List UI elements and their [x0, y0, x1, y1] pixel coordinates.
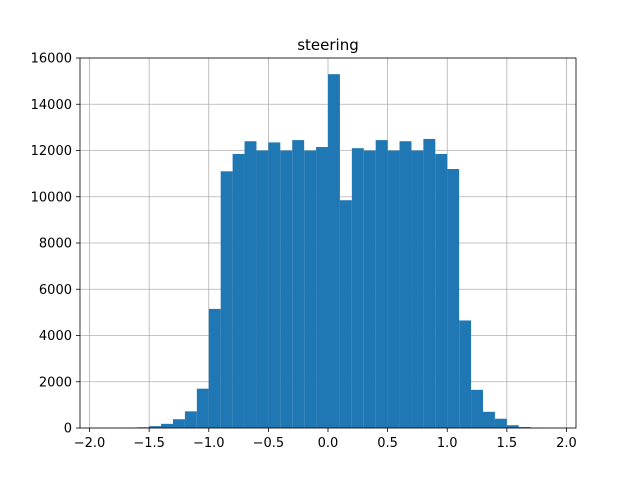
histogram-bar	[268, 142, 281, 428]
y-tick-label: 14000	[31, 98, 72, 113]
y-tick-label: 2000	[39, 375, 72, 390]
histogram-bar	[375, 140, 388, 428]
histogram-bar	[447, 169, 460, 428]
histogram-bar	[256, 150, 269, 428]
histogram-bar	[161, 423, 173, 428]
histogram-bar	[220, 171, 233, 428]
histogram-bar	[506, 425, 519, 428]
histogram-bar	[244, 141, 257, 428]
histogram-bar	[459, 320, 472, 428]
histogram-bar	[435, 153, 448, 428]
histogram-bar	[173, 419, 185, 428]
histogram-bar	[399, 141, 412, 428]
histogram-bar	[208, 308, 221, 428]
histogram-bar	[232, 153, 245, 428]
histogram-bar	[292, 140, 305, 428]
y-tick-label: 0	[64, 422, 72, 437]
y-tick-label: 12000	[31, 144, 72, 159]
x-tick-label: −0.5	[253, 436, 285, 451]
histogram-bar	[184, 411, 197, 428]
histogram-bar	[387, 150, 400, 428]
x-tick-label: 1.0	[437, 436, 458, 451]
y-tick-label: 6000	[39, 283, 72, 298]
y-tick-label: 8000	[39, 237, 72, 252]
chart-title: steering	[297, 36, 359, 54]
histogram-bar	[471, 389, 483, 428]
histogram-bar	[494, 418, 507, 428]
histogram-bar	[339, 200, 352, 428]
histogram-bar	[351, 148, 364, 428]
histogram-bar	[518, 427, 531, 428]
histogram-bar	[304, 150, 317, 428]
x-tick-label: 0.5	[377, 436, 398, 451]
histogram-bar	[423, 138, 436, 428]
y-tick-label: 10000	[31, 190, 72, 205]
x-tick-label: −1.5	[133, 436, 165, 451]
x-tick-label: 2.0	[556, 436, 577, 451]
histogram-bar	[411, 150, 424, 428]
histogram-bar	[363, 150, 376, 428]
histogram-bar	[316, 147, 328, 428]
histogram-bar	[280, 150, 293, 428]
x-tick-label: −1.0	[193, 436, 225, 451]
y-tick-label: 16000	[31, 52, 72, 67]
x-tick-label: 1.5	[497, 436, 518, 451]
x-tick-label: 0.0	[318, 436, 339, 451]
histogram-bar	[196, 388, 209, 428]
histogram-bar	[149, 426, 162, 428]
histogram-bar	[328, 74, 340, 428]
histogram-bar	[483, 411, 495, 428]
axes: −2.0 −1.5 −1.0 −0.5 0.0 0.5 1.0 1.5 2.0 0 2000 4000…	[31, 52, 577, 452]
histogram-bars	[125, 74, 543, 428]
x-tick-label: −2.0	[74, 436, 106, 451]
y-tick-label: 4000	[39, 329, 72, 344]
